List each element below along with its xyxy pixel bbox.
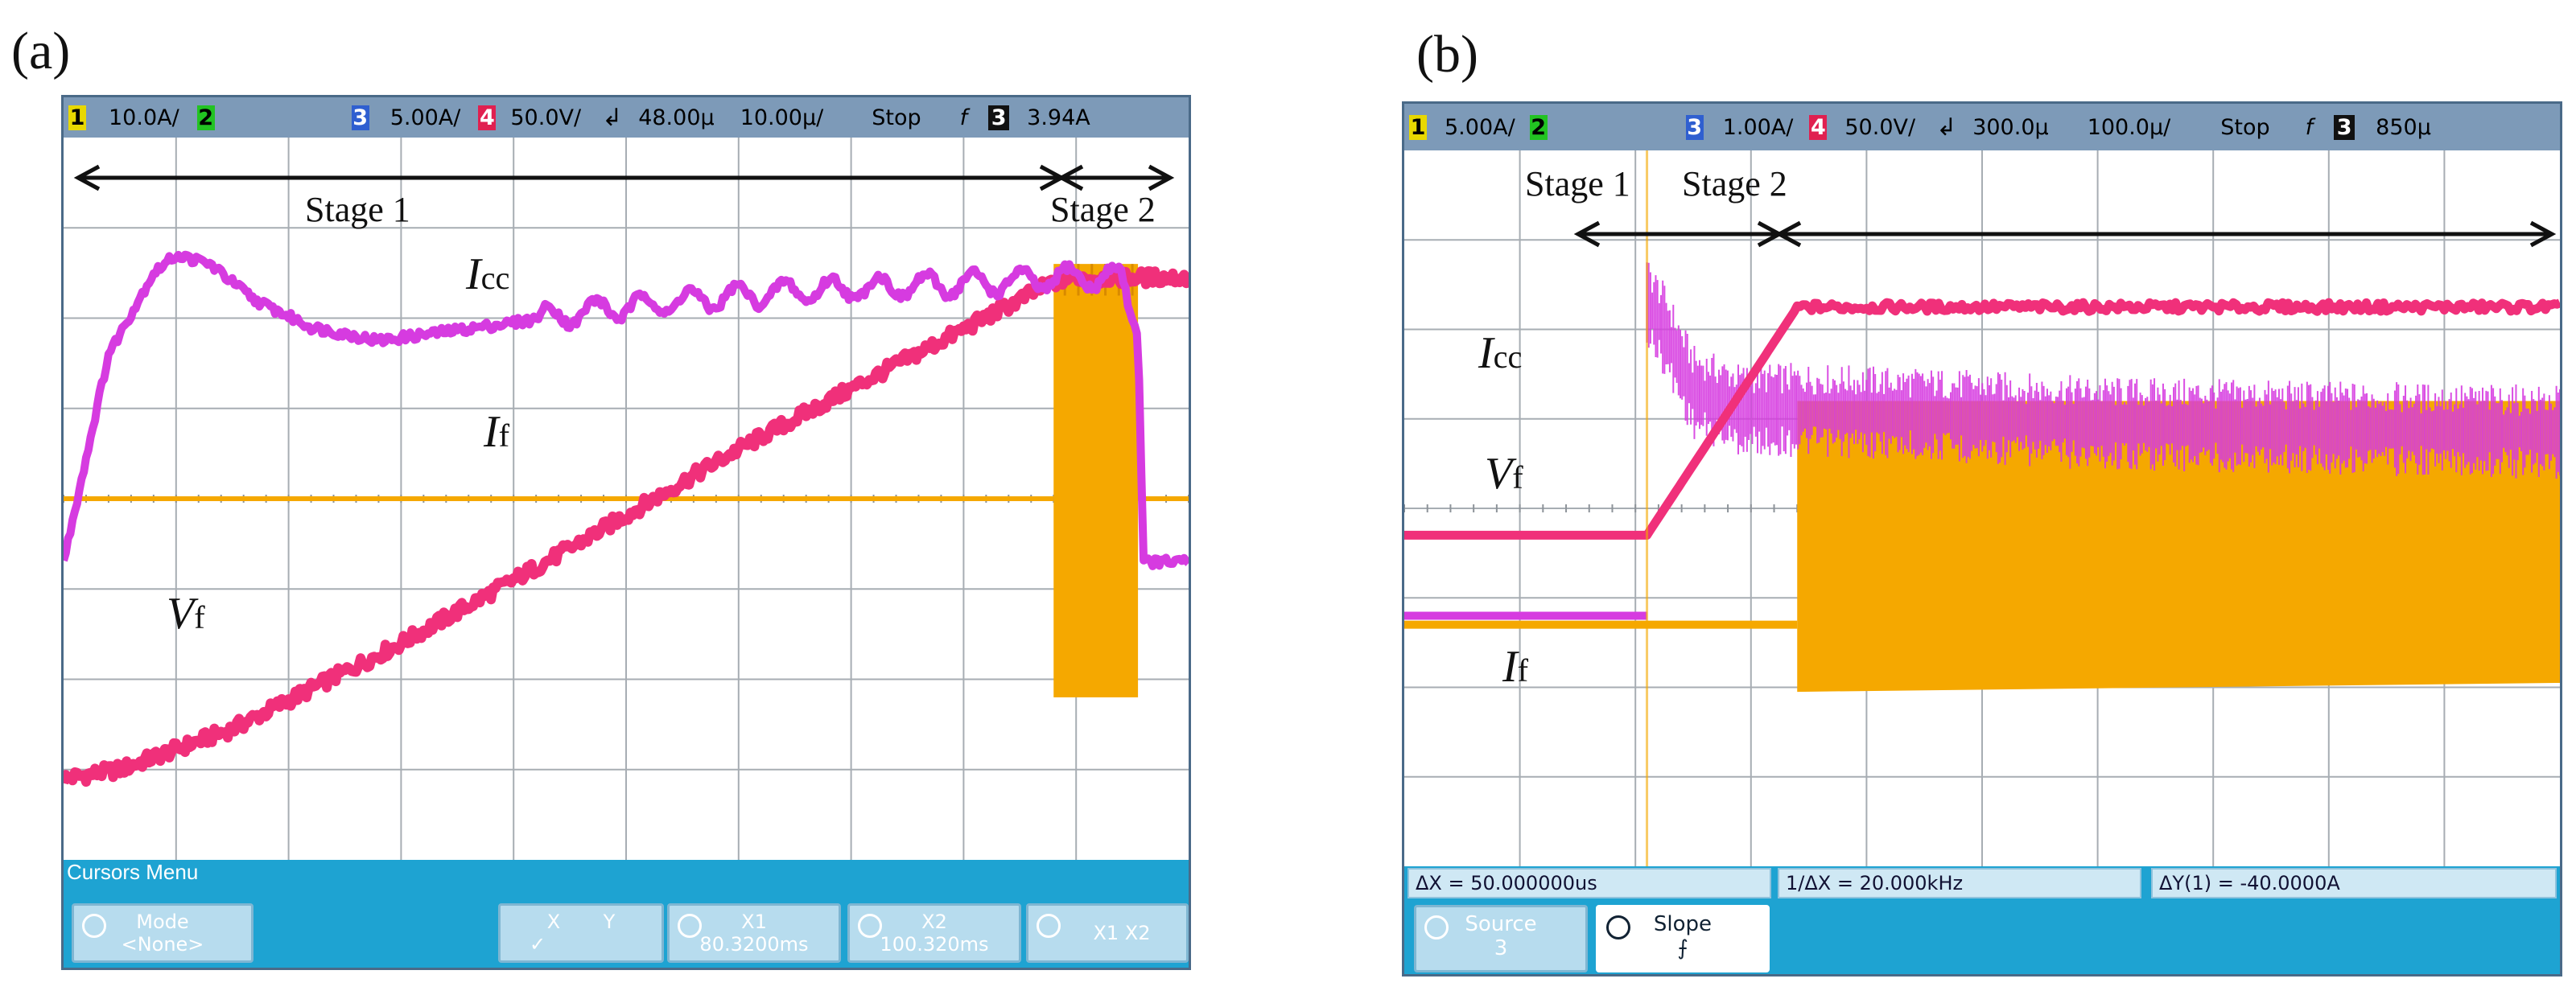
xy-x-label: X <box>546 911 561 933</box>
panel-a-label: (a) <box>11 22 71 80</box>
panel-b-label: (b) <box>1416 25 1478 84</box>
mode-value: <None> <box>121 933 204 956</box>
stage-2-arrow <box>1057 164 1175 191</box>
knob-icon <box>678 914 702 938</box>
x2-softkey[interactable]: X2 100.320ms <box>847 903 1021 963</box>
delta-x-readout: ΔX = 50.000000us <box>1408 868 1771 898</box>
scope-b-plot: Stage 1 Stage 2 Icc Vf If <box>1404 150 2560 866</box>
xy-y-label: Y <box>603 911 616 933</box>
scope-a-status-bar: 1 10.0A/ 2 3 5.00A/ 4 50.0V/ ↲ 48.00µ 10… <box>64 97 1189 138</box>
stage-1-label: Stage 1 <box>1525 164 1630 204</box>
stage-2-label: Stage 2 <box>1050 190 1156 229</box>
x2-value: 100.320ms <box>880 933 989 956</box>
series-label: If <box>483 407 510 457</box>
run-state: Stop <box>872 105 921 130</box>
scope-a-plot: Stage 1 Stage 2 Icc If Vf <box>64 138 1189 860</box>
series-V_f <box>1404 298 2560 540</box>
series-label: Icc <box>1478 328 1522 378</box>
cursors-menu-title: Cursors Menu <box>67 860 199 884</box>
scope-a-waveforms: Stage 1 Stage 2 Icc If Vf <box>64 138 1189 860</box>
x1-value: 80.3200ms <box>699 933 809 956</box>
series-label: Vf <box>167 589 205 639</box>
series-I_cc <box>1404 262 2560 620</box>
series-V_f <box>64 265 1189 787</box>
ch4-scale: 50.0V/ <box>1844 114 1916 140</box>
stage-2-arrow <box>1774 220 2557 248</box>
x1-label: X1 <box>741 911 767 933</box>
x2-label: X2 <box>921 911 947 933</box>
knob-icon <box>1606 915 1630 939</box>
source-softkey[interactable]: Source 3 <box>1414 905 1588 972</box>
stage-2-label: Stage 2 <box>1682 164 1787 204</box>
timebase-readout: 100.0µ/ <box>2087 114 2171 140</box>
icc-trace <box>64 250 1189 570</box>
cursor-readout-panel: ΔX = 50.000000us 1/ΔX = 20.000kHz ΔY(1) … <box>1404 866 2560 974</box>
vf-trace <box>1404 298 2560 540</box>
scope-b-waveforms: Stage 1 Stage 2 Icc Vf If <box>1404 150 2560 866</box>
slope-softkey[interactable]: Slope ⨍ <box>1596 905 1770 972</box>
knob-icon <box>82 914 106 938</box>
mode-label: Mode <box>136 911 189 933</box>
ch3-scale: 1.00A/ <box>1722 114 1794 140</box>
trigger-level: 850µ <box>2376 114 2431 140</box>
if-burst <box>1053 264 1139 697</box>
timebase-readout: 10.00µ/ <box>740 105 824 130</box>
ch4-scale: 50.0V/ <box>510 105 582 130</box>
series-label: If <box>1502 642 1529 692</box>
ch3-scale: 5.00A/ <box>389 105 461 130</box>
ch1-scale: 10.0A/ <box>109 105 179 130</box>
stage-1-arrow <box>73 164 1066 191</box>
stage-1-label: Stage 1 <box>305 190 410 229</box>
if-burst <box>1797 401 2560 693</box>
slope-icon: f <box>959 105 968 130</box>
source-label: Source <box>1465 912 1537 936</box>
x1-softkey[interactable]: X1 80.3200ms <box>667 903 841 963</box>
slope-icon: f <box>2305 114 2314 140</box>
oscilloscope-b: 1 5.00A/ 2 3 1.00A/ 4 50.0V/ ↲ 300.0µ 10… <box>1402 101 2562 976</box>
knob-icon <box>1037 914 1061 938</box>
trigger-channel-badge: 3 <box>988 105 1010 130</box>
knob-icon <box>1424 915 1449 939</box>
trigger-level: 3.94A <box>1027 105 1090 130</box>
series-I_f <box>1404 401 2560 693</box>
ch1-badge: 1 <box>68 105 86 130</box>
delay-readout: 300.0µ <box>1972 114 2049 140</box>
check-icon: ✓ <box>530 933 546 956</box>
run-state: Stop <box>2220 114 2270 140</box>
vf-trace <box>64 265 1189 787</box>
trigger-edge-icon: ↲ <box>1936 113 1957 142</box>
scope-b-status-bar: 1 5.00A/ 2 3 1.00A/ 4 50.0V/ ↲ 300.0µ 10… <box>1404 104 2560 150</box>
slope-value: ⨍ <box>1677 936 1688 960</box>
ch3-badge: 3 <box>1685 114 1704 140</box>
ch1-scale: 5.00A/ <box>1445 114 1515 140</box>
x1x2-softkey[interactable]: X1 X2 <box>1026 903 1189 963</box>
xy-softkey[interactable]: X Y ✓ <box>498 903 664 963</box>
inverse-delta-x-readout: 1/ΔX = 20.000kHz <box>1778 868 2141 898</box>
source-value: 3 <box>1494 936 1508 960</box>
trigger-channel-badge: 3 <box>2334 114 2355 140</box>
mode-softkey[interactable]: Mode <None> <box>72 903 253 963</box>
knob-icon <box>858 914 882 938</box>
ch2-badge: 2 <box>196 105 215 130</box>
ch1-badge: 1 <box>1409 114 1427 140</box>
ch4-badge: 4 <box>1809 114 1828 140</box>
ch4-badge: 4 <box>478 105 497 130</box>
series-I_cc <box>64 250 1189 570</box>
delta-y-readout: ΔY(1) = -40.0000A <box>2151 868 2557 898</box>
delay-readout: 48.00µ <box>638 105 715 130</box>
series-label: Vf <box>1485 449 1523 499</box>
x1x2-label: X1 X2 <box>1093 922 1151 944</box>
ch3-badge: 3 <box>351 105 369 130</box>
ch2-badge: 2 <box>1529 114 1548 140</box>
slope-label: Slope <box>1653 912 1713 936</box>
stage-1-arrow <box>1573 220 1784 248</box>
series-label: Icc <box>465 249 509 299</box>
cursors-menu: Cursors Menu Mode <None> X Y ✓ X1 80.320… <box>64 860 1189 968</box>
trigger-edge-icon: ↲ <box>602 103 623 132</box>
oscilloscope-a: 1 10.0A/ 2 3 5.00A/ 4 50.0V/ ↲ 48.00µ 10… <box>61 95 1191 970</box>
